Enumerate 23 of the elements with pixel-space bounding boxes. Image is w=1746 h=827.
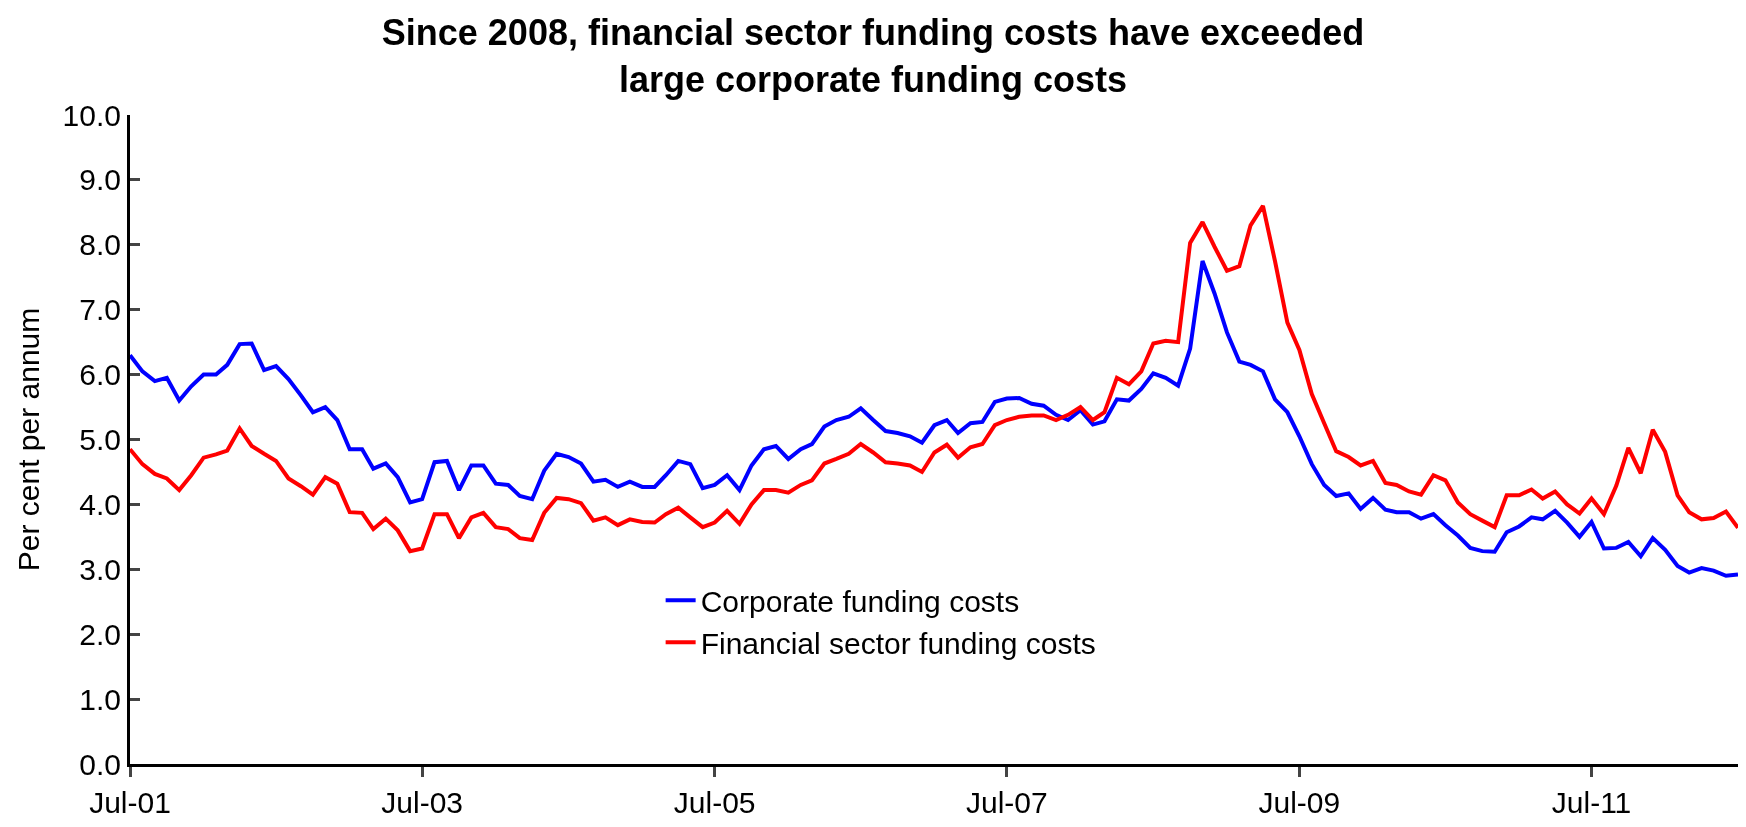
legend-label: Corporate funding costs: [700, 584, 1020, 618]
y-tick-label: 6.0: [79, 358, 121, 392]
y-tick-label: 2.0: [79, 617, 121, 651]
x-tick-label: Jul-01: [89, 786, 171, 819]
y-tick-label: 0.0: [79, 747, 121, 781]
y-tick-label: 7.0: [79, 293, 121, 327]
legend-label: Financial sector funding costs: [700, 626, 1096, 660]
line-series: [130, 203, 1738, 554]
y-tick-label: 1.0: [79, 682, 121, 716]
x-tick-label: Jul-07: [965, 786, 1048, 819]
x-tick-label: Jul-11: [1551, 786, 1632, 819]
y-tick-label: 9.0: [79, 163, 121, 197]
y-tick-label: 4.0: [79, 487, 121, 521]
x-tick-label: Jul-09: [1258, 786, 1341, 819]
y-tick-label: 5.0: [79, 423, 121, 456]
y-axis-title: Per cent per annum: [11, 307, 45, 572]
y-tick-label: 10.0: [62, 98, 121, 132]
x-tick-label: Jul-05: [673, 786, 756, 819]
chart-title: Since 2008, financial sector funding costs have exceeded large corporate funding costs: [381, 12, 1365, 101]
y-tick-label: 8.0: [79, 228, 121, 262]
y-tick-label: 3.0: [79, 552, 121, 586]
x-tick-label: Jul-03: [381, 786, 464, 819]
line-series: [130, 259, 1738, 578]
